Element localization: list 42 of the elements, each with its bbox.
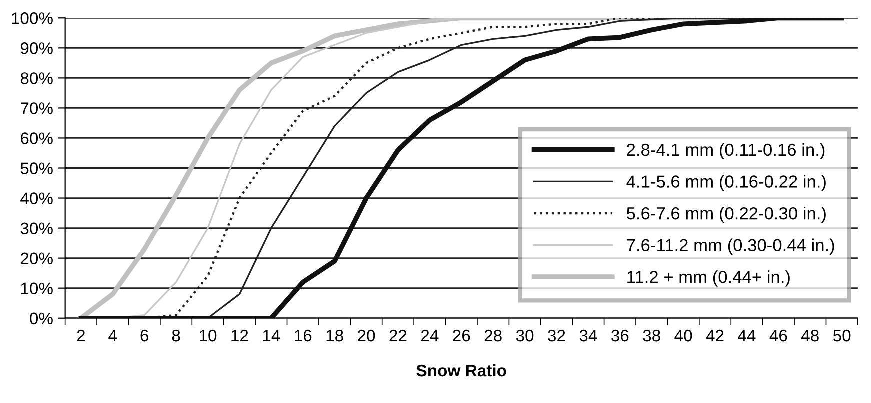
x-tick-label: 20 <box>358 330 376 342</box>
x-tick-label: 46 <box>770 330 788 342</box>
y-tick-label: 50% <box>20 162 53 174</box>
legend-label: 4.1-5.6 mm (0.16-0.22 in.) <box>626 175 826 192</box>
x-tick-label: 40 <box>674 330 692 342</box>
x-tick-label: 4 <box>108 330 118 342</box>
legend-label: 11.2 + mm (0.44+ in.) <box>628 270 790 287</box>
x-tick-label: 28 <box>484 330 502 342</box>
x-tick-label: 2 <box>77 330 85 342</box>
x-tick-label: 38 <box>643 330 660 342</box>
y-tick-label: 20% <box>21 252 53 265</box>
x-tick-label: 12 <box>232 330 248 342</box>
x-tick-label: 6 <box>140 330 148 342</box>
x-tick-label: 8 <box>172 330 180 342</box>
x-tick-label: 34 <box>580 330 598 342</box>
legend-label: 5.6-7.6 mm (0.22-0.30 in.) <box>627 206 826 224</box>
y-tick-label: 90% <box>20 42 53 54</box>
legend-label: 2.8-4.1 mm (0.11-0.16 in.) <box>627 143 825 160</box>
x-tick-label: 14 <box>263 330 280 342</box>
x-tick-label: 10 <box>200 330 217 342</box>
x-tick-label: 32 <box>548 330 566 342</box>
x-tick-label: 24 <box>421 330 439 342</box>
legend-label: 7.6-11.2 mm (0.30-0.44 in.) <box>627 238 834 255</box>
x-tick-label: 44 <box>738 330 756 342</box>
x-tick-label: 18 <box>326 330 344 342</box>
y-tick-label: 0% <box>30 312 53 325</box>
x-tick-label: 42 <box>706 330 724 342</box>
x-tick-label: 16 <box>295 330 312 342</box>
y-tick-label: 10% <box>21 282 53 295</box>
x-axis-title: Snow Ratio <box>416 364 506 377</box>
x-tick-label: 36 <box>612 330 629 342</box>
y-tick-label: 40% <box>20 192 53 204</box>
x-tick-label: 26 <box>453 330 470 342</box>
x-tick-label: 22 <box>390 330 407 342</box>
y-tick-label: 30% <box>20 222 53 235</box>
y-tick-label: 80% <box>20 72 53 84</box>
y-tick-label: 60% <box>21 132 53 144</box>
y-tick-label: 70% <box>21 102 53 114</box>
y-tick-label: 100% <box>12 12 53 24</box>
x-tick-label: 48 <box>801 330 819 342</box>
x-tick-label: 50 <box>833 330 851 342</box>
x-tick-label: 30 <box>516 330 534 342</box>
